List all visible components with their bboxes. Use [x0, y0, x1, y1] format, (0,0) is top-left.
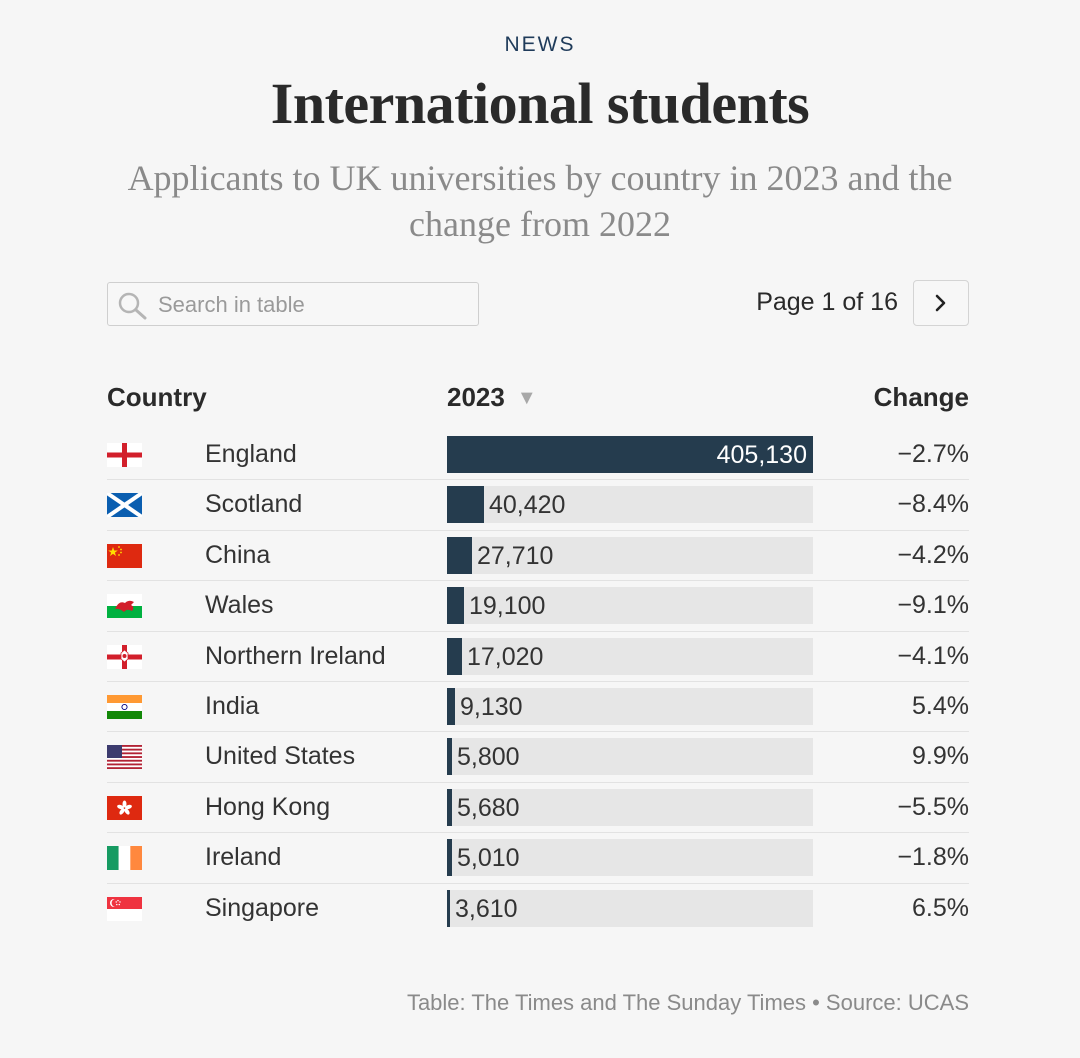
bar-track: 405,130	[447, 436, 813, 473]
flag-singapore-icon	[107, 896, 142, 921]
change-value: −5.5%	[897, 792, 969, 821]
bar	[447, 738, 452, 776]
chevron-right-icon	[935, 294, 946, 312]
bar	[447, 587, 464, 625]
country-name: Ireland	[205, 843, 282, 872]
change-value: 9.9%	[912, 742, 969, 771]
column-header-2023-label: 2023	[447, 382, 505, 412]
change-value: −9.1%	[897, 591, 969, 620]
bar-track: 9,130	[447, 687, 813, 725]
flag-scotland-icon	[107, 493, 142, 518]
flag-wales-icon	[107, 594, 142, 619]
bar-value-label: 5,800	[457, 743, 520, 772]
column-header-2023[interactable]: 2023 ▼	[447, 382, 537, 413]
table-row: United States 5,800 9.9%	[107, 732, 969, 783]
chart-title: International students	[270, 71, 810, 136]
bar	[447, 889, 450, 927]
bar	[447, 839, 452, 877]
search-input[interactable]	[156, 287, 470, 323]
bar-track: 5,800	[447, 738, 813, 776]
bar-track: 17,020	[447, 637, 813, 675]
column-header-country[interactable]: Country	[107, 382, 207, 412]
bar-track: 5,680	[447, 788, 813, 826]
flag-hong-kong-icon	[107, 795, 142, 820]
country-name: China	[205, 540, 271, 569]
change-value: 6.5%	[912, 893, 969, 922]
country-name: Scotland	[205, 490, 303, 519]
bar-value-label: 40,420	[489, 491, 566, 520]
table-row: England 405,130 −2.7%	[107, 430, 969, 481]
flag-england-icon	[107, 443, 142, 467]
change-value: −8.4%	[897, 490, 969, 519]
flag-china-icon	[107, 543, 142, 568]
table-row: Ireland 5,010 −1.8%	[107, 833, 969, 884]
table-row: Northern Ireland 17,020 −4.1%	[107, 632, 969, 682]
country-name: Singapore	[205, 893, 319, 922]
next-page-button[interactable]	[913, 280, 969, 326]
flag-northern-ireland-icon	[107, 644, 142, 669]
country-name: Hong Kong	[205, 792, 331, 821]
bar-value-label: 405,130	[716, 441, 807, 469]
table-row: Wales 19,100 −9.1%	[107, 581, 969, 632]
country-name: India	[205, 691, 260, 720]
sort-desc-icon: ▼	[516, 387, 537, 409]
bar-track: 27,710	[447, 536, 813, 574]
change-value: −4.1%	[897, 641, 969, 670]
chart-subtitle: Applicants to UK universities by country…	[127, 158, 953, 244]
bar-value-label: 19,100	[469, 592, 546, 621]
country-name: England	[205, 440, 297, 468]
table-body: England 405,130 −2.7% Scotland 40,420 −8.4% Ch…	[107, 430, 969, 934]
bar-value-label: 17,020	[467, 642, 544, 671]
table-row: Hong Kong 5,680 −5.5%	[107, 783, 969, 834]
country-name: United States	[205, 742, 356, 771]
bar-track: 40,420	[447, 486, 813, 524]
table-row: Singapore 3,610 6.5%	[107, 884, 969, 934]
bar-track: 19,100	[447, 587, 813, 625]
bar-value-label: 27,710	[477, 541, 554, 570]
bar	[447, 637, 462, 675]
bar	[447, 436, 813, 473]
bar-value-label: 5,010	[457, 844, 520, 873]
bar	[447, 536, 472, 574]
search-icon	[117, 291, 149, 321]
bar	[447, 486, 484, 524]
table-row: Scotland 40,420 −8.4%	[107, 480, 969, 531]
source-note: Table: The Times and The Sunday Times • …	[406, 990, 969, 1015]
flag-ireland-icon	[107, 846, 142, 871]
column-header-change[interactable]: Change	[873, 382, 969, 412]
country-name: Wales	[205, 591, 274, 620]
change-value: −1.8%	[897, 843, 969, 872]
section-kicker: NEWS	[504, 33, 576, 56]
flag-india-icon	[107, 694, 142, 719]
page-indicator: Page 1 of 16	[756, 288, 898, 316]
country-name: Northern Ireland	[205, 641, 386, 670]
search-box[interactable]	[107, 282, 479, 326]
change-value: −2.7%	[897, 440, 969, 468]
bar-value-label: 3,610	[455, 894, 518, 923]
table-row: China 27,710 −4.2%	[107, 531, 969, 582]
change-value: 5.4%	[912, 691, 969, 720]
bar	[447, 788, 452, 826]
bar-track: 5,010	[447, 839, 813, 877]
bar-value-label: 5,680	[457, 793, 520, 822]
bar-track: 3,610	[447, 889, 813, 927]
table-row: India 9,130 5.4%	[107, 682, 969, 733]
flag-united-states-icon	[107, 745, 142, 770]
change-value: −4.2%	[897, 540, 969, 569]
bar	[447, 687, 455, 725]
bar-value-label: 9,130	[460, 692, 523, 721]
